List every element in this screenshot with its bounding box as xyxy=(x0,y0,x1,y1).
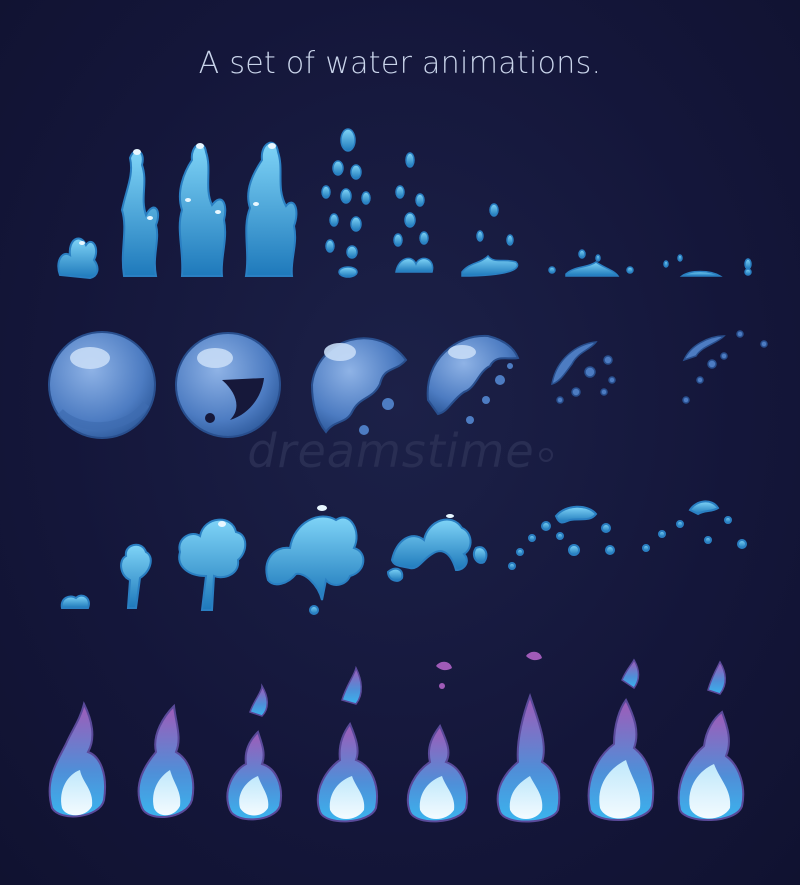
flame-frame-2 xyxy=(137,703,195,819)
bubble-frame-6 xyxy=(682,330,768,404)
fountain-frame-7 xyxy=(461,203,519,277)
splash-frame-6 xyxy=(508,505,615,570)
splash-frame-1 xyxy=(60,594,90,609)
splash-frame-5 xyxy=(386,514,488,582)
flame-frame-1 xyxy=(48,701,106,818)
fountain-frame-5 xyxy=(321,128,371,278)
registered-icon xyxy=(538,447,553,462)
splash-cloud-row xyxy=(60,500,747,615)
bottom-strip xyxy=(0,885,800,891)
fountain-frame-4 xyxy=(244,141,298,277)
water-flame-row xyxy=(48,651,745,823)
flame-frame-7 xyxy=(587,658,655,821)
splash-frame-2 xyxy=(120,543,152,609)
fountain-frame-1 xyxy=(57,237,99,280)
fountain-row xyxy=(57,128,752,280)
bubble-frame-4 xyxy=(426,334,520,424)
bubble-frame-2 xyxy=(175,332,281,438)
watermark-text: dreamstime xyxy=(247,424,535,478)
bubble-burst-row xyxy=(48,330,768,439)
flame-frame-3 xyxy=(226,683,282,821)
bubble-frame-3 xyxy=(310,337,408,435)
splash-frame-7 xyxy=(642,500,747,552)
bubble-frame-1 xyxy=(48,331,156,439)
fountain-frame-2 xyxy=(120,149,160,277)
splash-frame-4 xyxy=(265,505,365,615)
bubble-frame-5 xyxy=(551,341,616,404)
watermark: dreamstime xyxy=(0,424,800,478)
page-title: A set of water animations. xyxy=(198,46,602,81)
splash-frame-3 xyxy=(178,518,247,611)
flame-frame-5 xyxy=(407,661,468,823)
fountain-frame-10 xyxy=(744,258,752,276)
fountain-frame-9 xyxy=(663,254,723,277)
fountain-frame-8 xyxy=(548,249,634,277)
flame-frame-4 xyxy=(316,665,378,823)
fountain-frame-6 xyxy=(393,152,434,273)
flame-frame-8 xyxy=(677,660,745,821)
fountain-frame-3 xyxy=(178,143,227,277)
flame-frame-6 xyxy=(496,651,561,823)
